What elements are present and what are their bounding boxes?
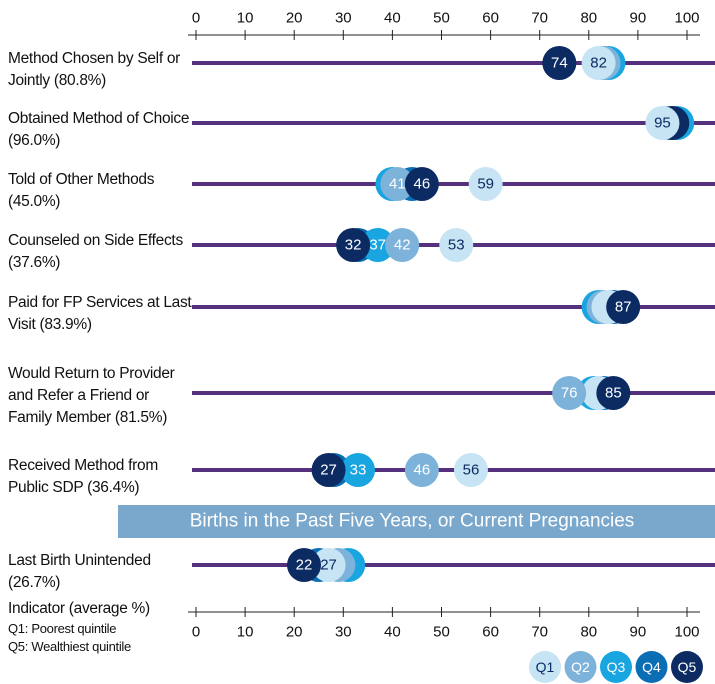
x-tick-label: 40 [384,624,401,641]
x-tick-label: 80 [580,10,597,27]
x-tick-label: 40 [384,10,401,27]
dot [385,228,420,262]
x-tick-label: 20 [286,10,303,27]
section-bar [118,505,715,538]
row-label: Paid for FP Services at Last Visit (83.9… [8,294,192,333]
note: Q5: Wealthiest quintile [8,639,131,654]
value-label: 76 [561,385,578,402]
value-label: 59 [477,176,494,193]
dot [581,46,616,80]
dot [552,376,587,410]
value-label: 37 [369,237,386,254]
row-label: Told of Other Methods (45.0%) [8,171,155,210]
x-tick-label: 10 [237,10,254,27]
x-tick-label: 30 [335,10,352,27]
value-label: 32 [345,237,362,254]
x-tick-label: 60 [482,10,499,27]
dot [404,453,439,487]
value-label: 42 [394,237,411,254]
dot [542,46,577,80]
legend-label: Q5 [678,659,697,675]
dot [311,548,346,582]
value-label: 53 [448,237,465,254]
legend-label: Q1 [536,659,555,675]
x-tick-label: 70 [531,624,548,641]
value-label: 33 [350,462,367,479]
legend-swatch [600,651,632,683]
x-tick-label: 80 [580,624,597,641]
value-label: 41 [389,176,406,193]
x-tick-label: 30 [335,624,352,641]
value-label: 85 [605,385,622,402]
x-tick-label: 0 [192,624,200,641]
value-label: 46 [414,462,431,479]
section-title: Births in the Past Five Years, or Curren… [190,511,635,532]
legend-label: Q2 [571,659,590,675]
legend-label: Q3 [607,659,626,675]
dot [439,228,474,262]
dot [404,167,439,201]
row-label: Obtained Method of Choice (96.0%) [8,110,190,149]
value-label: 95 [654,115,671,132]
legend-label: Q4 [642,659,661,675]
row-label: Counseled on Side Effects (37.6%) [8,232,183,271]
dot [311,453,346,487]
dot [341,453,376,487]
value-label: 82 [590,55,607,72]
value-label: 87 [615,299,632,316]
dot [287,548,322,582]
x-tick-label: 50 [433,10,450,27]
dot [453,453,488,487]
legend-swatch [529,651,561,683]
x-tick-label: 0 [192,10,200,27]
x-tick-label: 50 [433,624,450,641]
value-label: 22 [296,557,313,574]
value-label: 27 [320,462,337,479]
value-label: 27 [320,557,337,574]
dot [596,376,631,410]
value-label: 46 [414,176,431,193]
value-label: 74 [551,55,568,72]
x-tick-label: 90 [630,624,647,641]
x-tick-label: 70 [531,10,548,27]
legend-swatch [671,651,703,683]
x-axis-label: Indicator (average %) [8,600,150,617]
x-tick-label: 100 [674,624,699,641]
x-tick-label: 60 [482,624,499,641]
x-tick-label: 10 [237,624,254,641]
row-label: Would Return to Provider and Refer a Fri… [8,365,175,426]
row-label: Last Birth Unintended (26.7%) [8,552,151,591]
x-tick-label: 90 [630,10,647,27]
dot [468,167,503,201]
legend-swatch [635,651,668,683]
x-tick-label: 100 [674,10,699,27]
note: Q1: Poorest quintile [8,621,117,636]
value-label: 56 [463,462,480,479]
dot [336,228,371,262]
row-label: Method Chosen by Self or Jointly (80.8%) [8,50,181,89]
dot [645,106,680,140]
dot [606,290,641,324]
row-label: Received Method from Public SDP (36.4%) [8,457,158,496]
dot [380,167,415,201]
x-tick-label: 20 [286,624,303,641]
dot [360,228,395,262]
legend-swatch [564,651,597,683]
